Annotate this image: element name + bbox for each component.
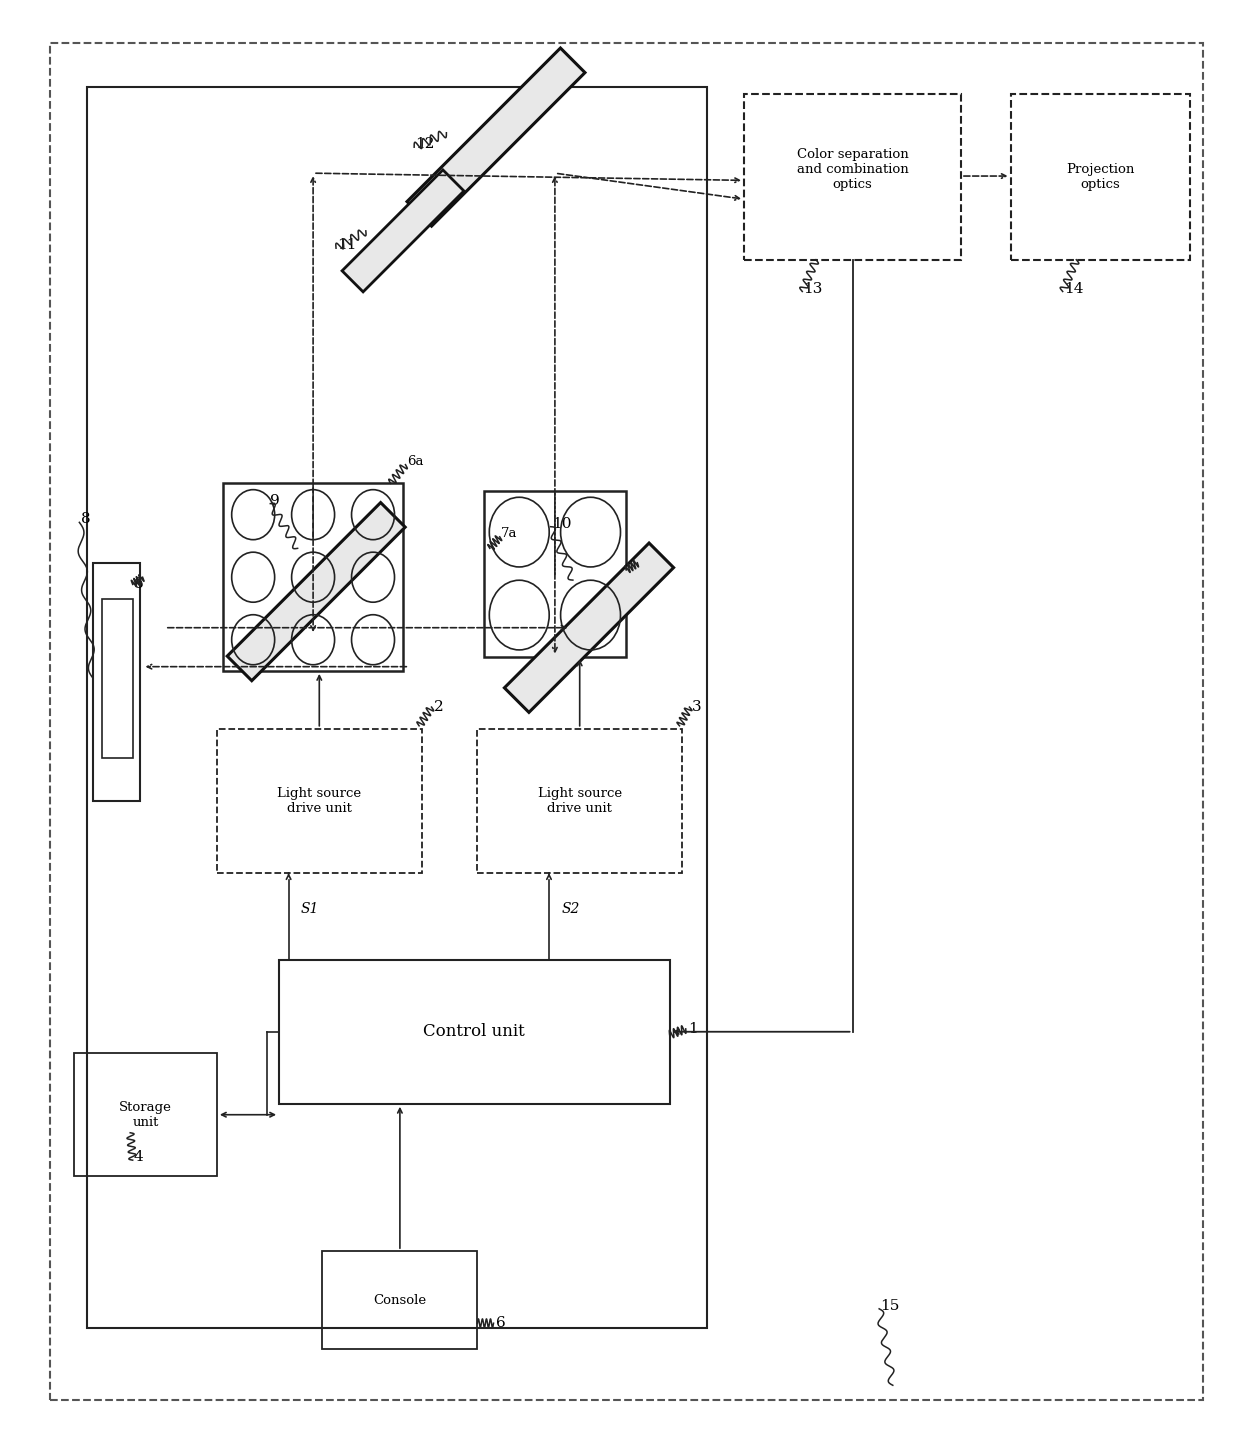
Text: 2: 2	[434, 700, 444, 714]
Bar	[87, 87, 707, 1328]
Bar	[93, 563, 140, 801]
Text: 13: 13	[804, 281, 823, 296]
Bar	[217, 729, 422, 873]
Bar	[223, 483, 403, 671]
Polygon shape	[342, 170, 464, 291]
Bar	[744, 94, 961, 260]
Text: 15: 15	[880, 1299, 900, 1313]
Text: Control unit: Control unit	[423, 1023, 526, 1040]
Text: S2: S2	[562, 902, 580, 916]
Bar	[279, 960, 670, 1104]
Text: 7a: 7a	[501, 527, 517, 541]
Bar	[102, 599, 133, 758]
Text: 14: 14	[1064, 281, 1084, 296]
Text: 7: 7	[639, 556, 649, 570]
Text: 9: 9	[270, 494, 280, 508]
Text: 8: 8	[81, 512, 91, 527]
Polygon shape	[407, 48, 585, 227]
Bar	[484, 491, 626, 657]
Text: Console: Console	[373, 1293, 427, 1307]
Text: 6: 6	[134, 577, 144, 592]
Bar	[322, 1251, 477, 1349]
Text: 4: 4	[134, 1150, 144, 1165]
Bar	[1011, 94, 1190, 260]
Bar	[477, 729, 682, 873]
Text: Color separation
and combination
optics: Color separation and combination optics	[796, 149, 909, 190]
Text: Light source
drive unit: Light source drive unit	[538, 786, 621, 815]
Text: S1: S1	[301, 902, 320, 916]
Text: Projection
optics: Projection optics	[1066, 163, 1135, 190]
Text: 6a: 6a	[407, 455, 423, 469]
Text: 12: 12	[415, 137, 435, 152]
Polygon shape	[227, 502, 405, 681]
Text: 10: 10	[552, 517, 572, 531]
Bar	[74, 1053, 217, 1176]
Text: 1: 1	[688, 1022, 698, 1036]
Text: 6: 6	[496, 1316, 506, 1330]
Text: Light source
drive unit: Light source drive unit	[278, 786, 361, 815]
Text: 11: 11	[337, 238, 357, 253]
Text: 3: 3	[692, 700, 702, 714]
Polygon shape	[505, 543, 673, 713]
Text: Storage
unit: Storage unit	[119, 1101, 172, 1128]
